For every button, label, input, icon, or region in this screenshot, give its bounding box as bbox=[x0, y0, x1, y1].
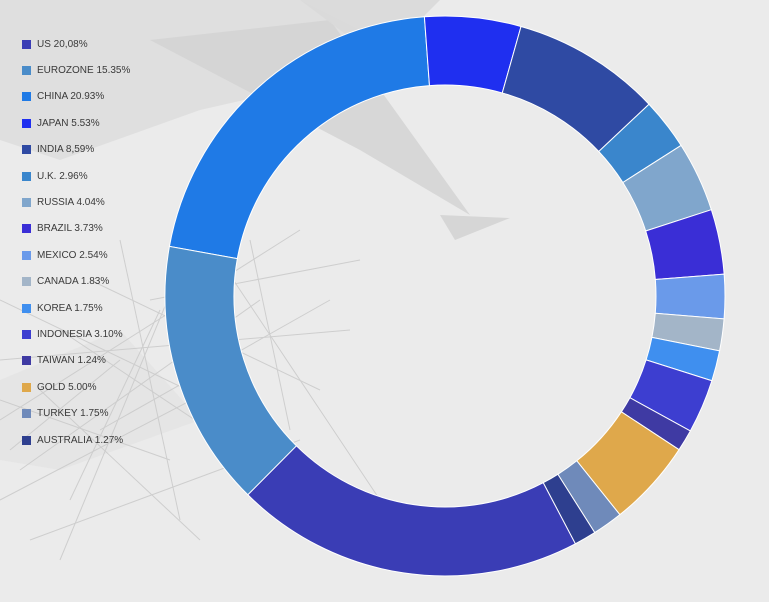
legend-item: JAPAN 5.53% bbox=[22, 110, 130, 136]
legend-label: GOLD 5.00% bbox=[37, 381, 97, 393]
legend-label: MEXICO 2.54% bbox=[37, 249, 108, 261]
legend-swatch bbox=[22, 329, 31, 339]
legend-swatch bbox=[22, 435, 31, 445]
legend-item: KOREA 1.75% bbox=[22, 295, 130, 321]
legend-swatch bbox=[22, 277, 31, 287]
legend-swatch bbox=[22, 92, 31, 102]
slice-mexico bbox=[654, 273, 726, 320]
legend-swatch bbox=[22, 198, 31, 208]
legend-item: TAIWAN 1.24% bbox=[22, 348, 130, 374]
legend-item: AUSTRALIA 1.27% bbox=[22, 427, 130, 453]
legend-swatch bbox=[22, 171, 31, 181]
legend-label: INDIA 8,59% bbox=[37, 144, 95, 156]
legend-item: INDIA 8,59% bbox=[22, 137, 130, 163]
legend-swatch bbox=[22, 382, 31, 392]
legend-label: U.K. 2.96% bbox=[37, 170, 88, 182]
legend-item: U.K. 2.96% bbox=[22, 163, 130, 189]
legend-item: TURKEY 1.75% bbox=[22, 400, 130, 426]
chart-legend: US 20,08% EUROZONE 15.35% CHINA 20.93% JAPA… bbox=[22, 31, 130, 453]
legend-item: CHINA 20.93% bbox=[22, 84, 130, 110]
legend-swatch bbox=[22, 118, 31, 128]
legend-item: RUSSIA 4.04% bbox=[22, 189, 130, 215]
legend-swatch bbox=[22, 409, 31, 419]
legend-label: BRAZIL 3.73% bbox=[37, 223, 103, 235]
legend-label: AUSTRALIA 1.27% bbox=[37, 434, 124, 446]
legend-item: INDONESIA 3.10% bbox=[22, 321, 130, 347]
legend-label: EUROZONE 15.35% bbox=[37, 65, 131, 77]
legend-swatch bbox=[22, 66, 31, 76]
legend-label: TAIWAN 1.24% bbox=[37, 355, 106, 367]
legend-label: TURKEY 1.75% bbox=[37, 408, 109, 420]
legend-swatch bbox=[22, 356, 31, 366]
legend-label: JAPAN 5.53% bbox=[37, 117, 100, 129]
legend-swatch bbox=[22, 224, 31, 234]
legend-label: US 20,08% bbox=[37, 38, 88, 50]
legend-swatch bbox=[22, 303, 31, 313]
legend-item: US 20,08% bbox=[22, 31, 130, 57]
slice-us bbox=[247, 445, 577, 577]
legend-item: GOLD 5.00% bbox=[22, 374, 130, 400]
legend-item: BRAZIL 3.73% bbox=[22, 216, 130, 242]
legend-swatch bbox=[22, 250, 31, 260]
legend-swatch bbox=[22, 145, 31, 155]
legend-item: CANADA 1.83% bbox=[22, 269, 130, 295]
slice-eurozone bbox=[164, 245, 298, 496]
slice-china bbox=[168, 16, 431, 260]
legend-swatch bbox=[22, 39, 31, 49]
legend-label: RUSSIA 4.04% bbox=[37, 197, 105, 209]
legend-item: MEXICO 2.54% bbox=[22, 242, 130, 268]
legend-item: EUROZONE 15.35% bbox=[22, 57, 130, 83]
legend-label: CANADA 1.83% bbox=[37, 276, 110, 288]
legend-label: CHINA 20.93% bbox=[37, 91, 105, 103]
legend-label: KOREA 1.75% bbox=[37, 302, 103, 314]
legend-label: INDONESIA 3.10% bbox=[37, 328, 123, 340]
